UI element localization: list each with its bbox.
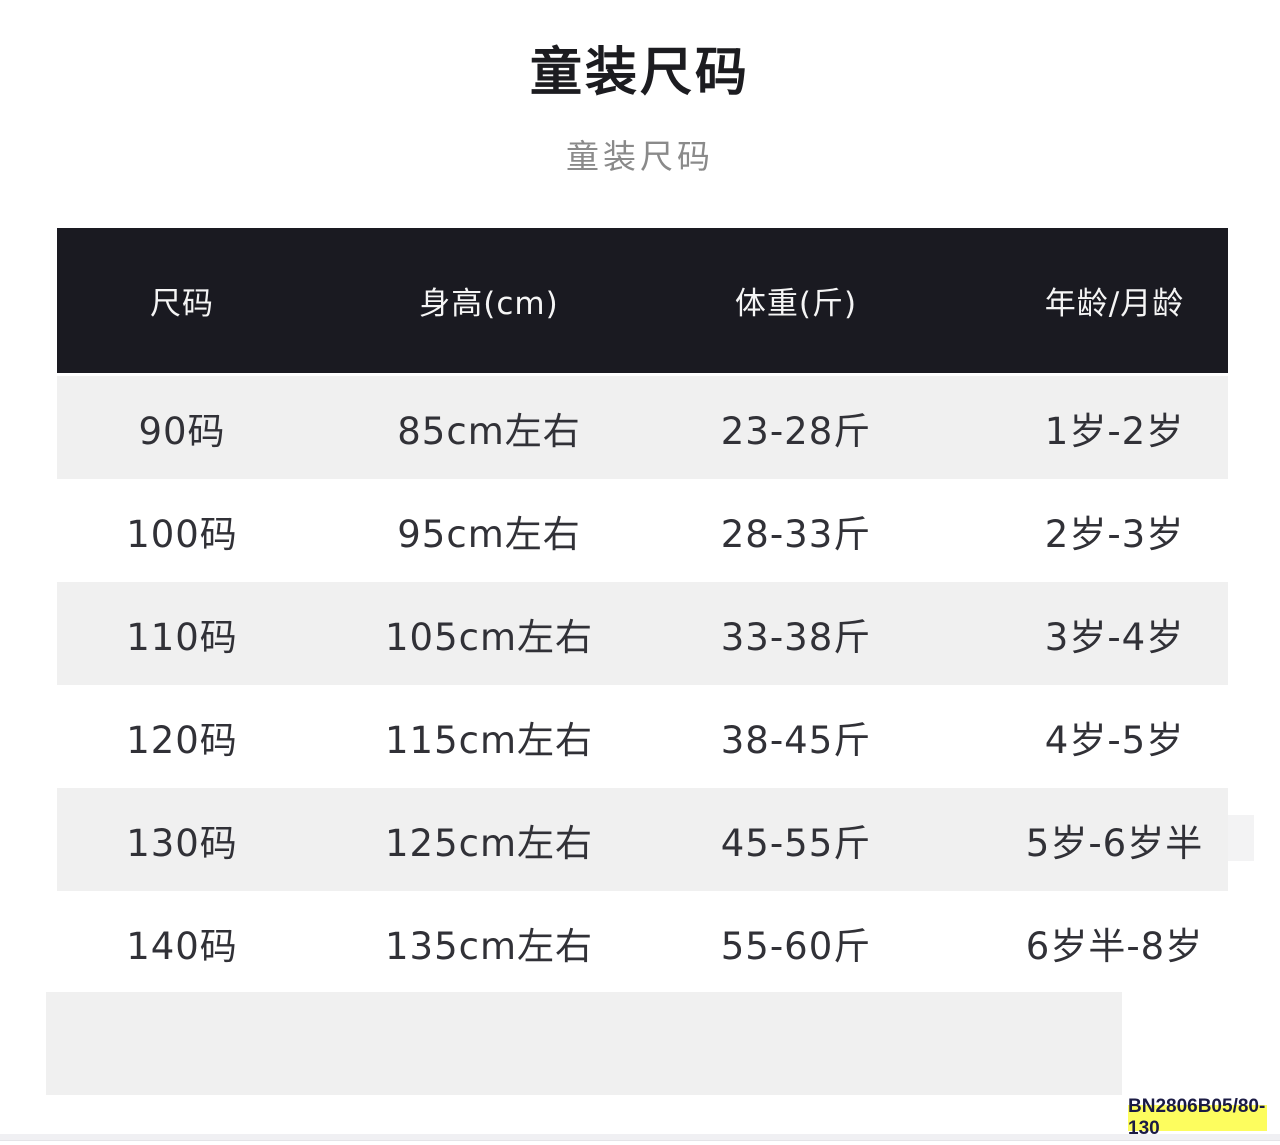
table-cell: 100码 [126,512,238,556]
table-cell: 105cm左右 [384,615,593,659]
table-cell: 4岁-5岁 [1044,718,1185,762]
table-row: 140码 135cm左右 55-60斤 6岁半-8岁 [57,891,1228,994]
column-header-height: 身高(cm) [419,286,559,322]
table-row: 130码 125cm左右 45-55斤 5岁-6岁半 [57,788,1228,891]
side-tab [1228,815,1254,861]
table-cell: 85cm左右 [397,409,581,453]
table-cell: 33-38斤 [720,615,872,659]
page-title: 童装尺码 [529,43,750,103]
table-cell: 45-55斤 [720,821,872,865]
table-cell: 38-45斤 [720,718,872,762]
table-row: 100码 95cm左右 28-33斤 2岁-3岁 [57,479,1228,582]
table-cell: 90码 [138,409,226,453]
table-cell: 1岁-2岁 [1044,409,1185,453]
table-cell: 2岁-3岁 [1044,512,1185,556]
table-cell: 6岁半-8岁 [1025,924,1204,968]
table-cell: 55-60斤 [720,924,872,968]
page-subtitle: 童装尺码 [566,137,714,176]
table-body: 90码 85cm左右 23-28斤 1岁-2岁 100码 95cm左右 28-33斤 2岁-3… [57,376,1228,994]
table-row: 120码 115cm左右 38-45斤 4岁-5岁 [57,685,1228,788]
table-cell: 120码 [126,718,238,762]
column-header-size: 尺码 [150,286,214,322]
table-row: 90码 85cm左右 23-28斤 1岁-2岁 [57,376,1228,479]
column-header-age: 年龄/月龄 [1044,286,1185,322]
table-cell: 28-33斤 [720,512,872,556]
table-cell: 115cm左右 [384,718,593,762]
table-cell: 135cm左右 [384,924,593,968]
table-cell: 5岁-6岁半 [1025,821,1204,865]
table-cell: 3岁-4岁 [1044,615,1185,659]
table-row: 110码 105cm左右 33-38斤 3岁-4岁 [57,582,1228,685]
table-header-row: 尺码 身高(cm) 体重(斤) 年龄/月龄 [57,228,1228,373]
size-table: 尺码 身高(cm) 体重(斤) 年龄/月龄 90码 85cm左右 23-28斤 1岁-… [57,228,1228,994]
table-cell: 130码 [126,821,238,865]
sku-badge: BN2806B05/80-130 [1128,1096,1267,1139]
table-cell: 95cm左右 [397,512,581,556]
table-cell: 140码 [126,924,238,968]
table-cell: 23-28斤 [720,409,872,453]
table-cell: 110码 [126,615,238,659]
bottom-divider [0,1134,1280,1141]
table-cell: 125cm左右 [384,821,593,865]
empty-row [46,992,1122,1095]
column-header-weight: 体重(斤) [734,286,858,322]
